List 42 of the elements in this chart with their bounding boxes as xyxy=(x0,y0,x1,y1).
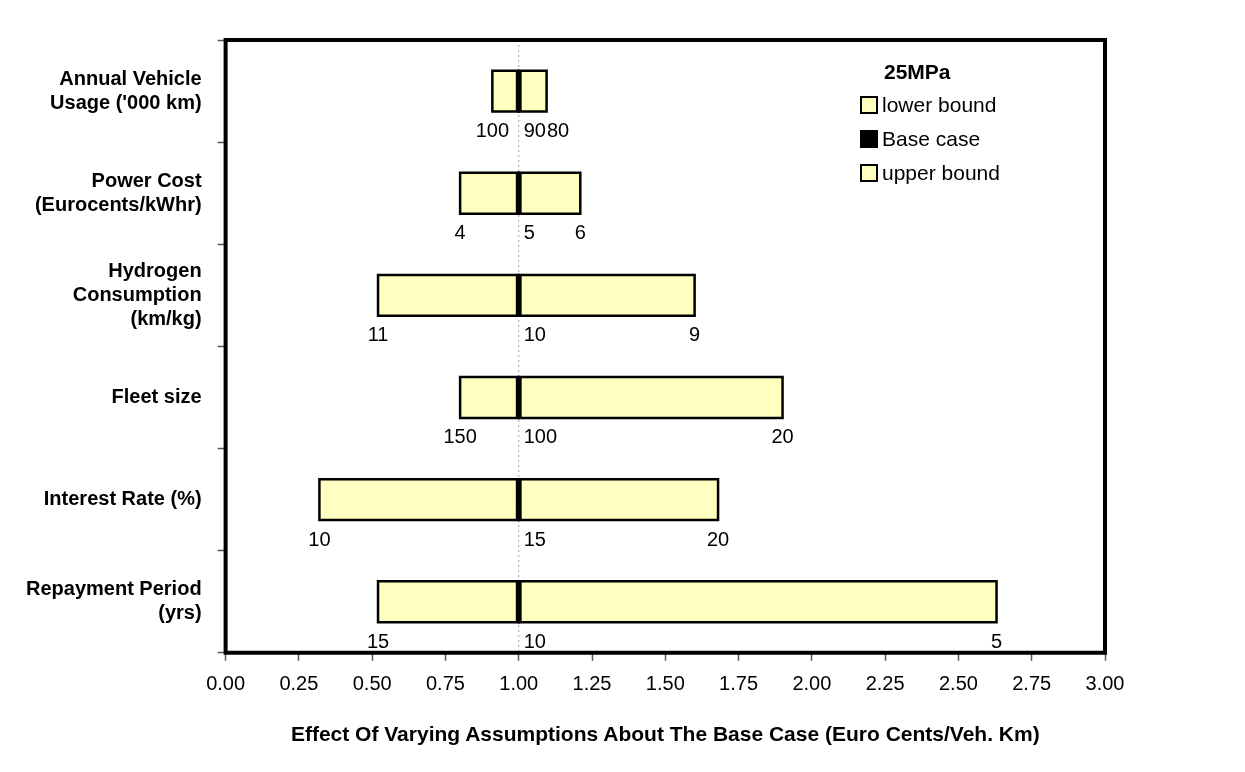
x-tick-label: 3.00 xyxy=(1085,672,1125,695)
annotation: 80 xyxy=(546,119,570,142)
x-tick-label: 2.25 xyxy=(865,672,905,695)
x-tick-label: 1.25 xyxy=(572,672,612,695)
annotation: 11 xyxy=(367,323,389,346)
y-tick-label: Repayment Period (yrs) xyxy=(26,577,202,624)
legend-title: 25MPa xyxy=(884,60,952,84)
annotation: 150 xyxy=(443,425,477,448)
annotation: 5 xyxy=(990,629,1003,652)
legend-label: upper bound xyxy=(882,161,1000,185)
x-tick-label: 0.00 xyxy=(206,672,246,695)
y-tick-label: Interest Rate (%) xyxy=(43,487,202,510)
x-tick-label: 1.75 xyxy=(719,672,759,695)
x-tick-label: 0.25 xyxy=(279,672,319,695)
annotation: 10 xyxy=(308,527,331,550)
annotation: 100 xyxy=(523,425,558,448)
annotation: 9 xyxy=(689,323,701,346)
x-tick-label: 1.00 xyxy=(499,672,539,695)
annotation: 90 xyxy=(523,119,546,142)
x-axis-title: Effect Of Varying Assumptions About The Base Case (Euro Cents/Veh. Km) xyxy=(290,722,1040,746)
annotation: 100 xyxy=(475,119,510,142)
x-tick-label: 0.50 xyxy=(352,672,392,695)
annotation: 10 xyxy=(523,323,546,346)
annotation: 15 xyxy=(366,629,390,652)
legend-label: Base case xyxy=(882,127,981,151)
annotation: 4 xyxy=(454,221,466,244)
annotation: 5 xyxy=(523,221,535,244)
annotation: 10 xyxy=(523,629,546,652)
x-tick-label: 1.50 xyxy=(645,672,685,695)
legend-label: lower bound xyxy=(882,93,997,117)
annotation: 20 xyxy=(706,527,730,550)
annotation: 6 xyxy=(574,221,586,244)
annotation: 20 xyxy=(771,425,794,448)
y-tick-label: Power Cost (Eurocents/kWhr) xyxy=(34,168,202,215)
y-tick-label: Annual Vehicle Usage ('000 km) xyxy=(50,66,202,113)
x-tick-label: 2.50 xyxy=(938,672,978,695)
annotation: 15 xyxy=(523,527,546,550)
y-tick-label: Fleet size xyxy=(111,384,202,407)
x-tick-label: 0.75 xyxy=(425,672,465,695)
y-tick-label: Hydrogen Consumption (km/kg) xyxy=(72,258,202,329)
x-tick-label: 2.00 xyxy=(792,672,832,695)
x-tick-label: 2.75 xyxy=(1012,672,1052,695)
